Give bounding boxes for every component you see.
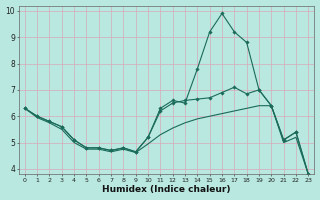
X-axis label: Humidex (Indice chaleur): Humidex (Indice chaleur): [102, 185, 231, 194]
